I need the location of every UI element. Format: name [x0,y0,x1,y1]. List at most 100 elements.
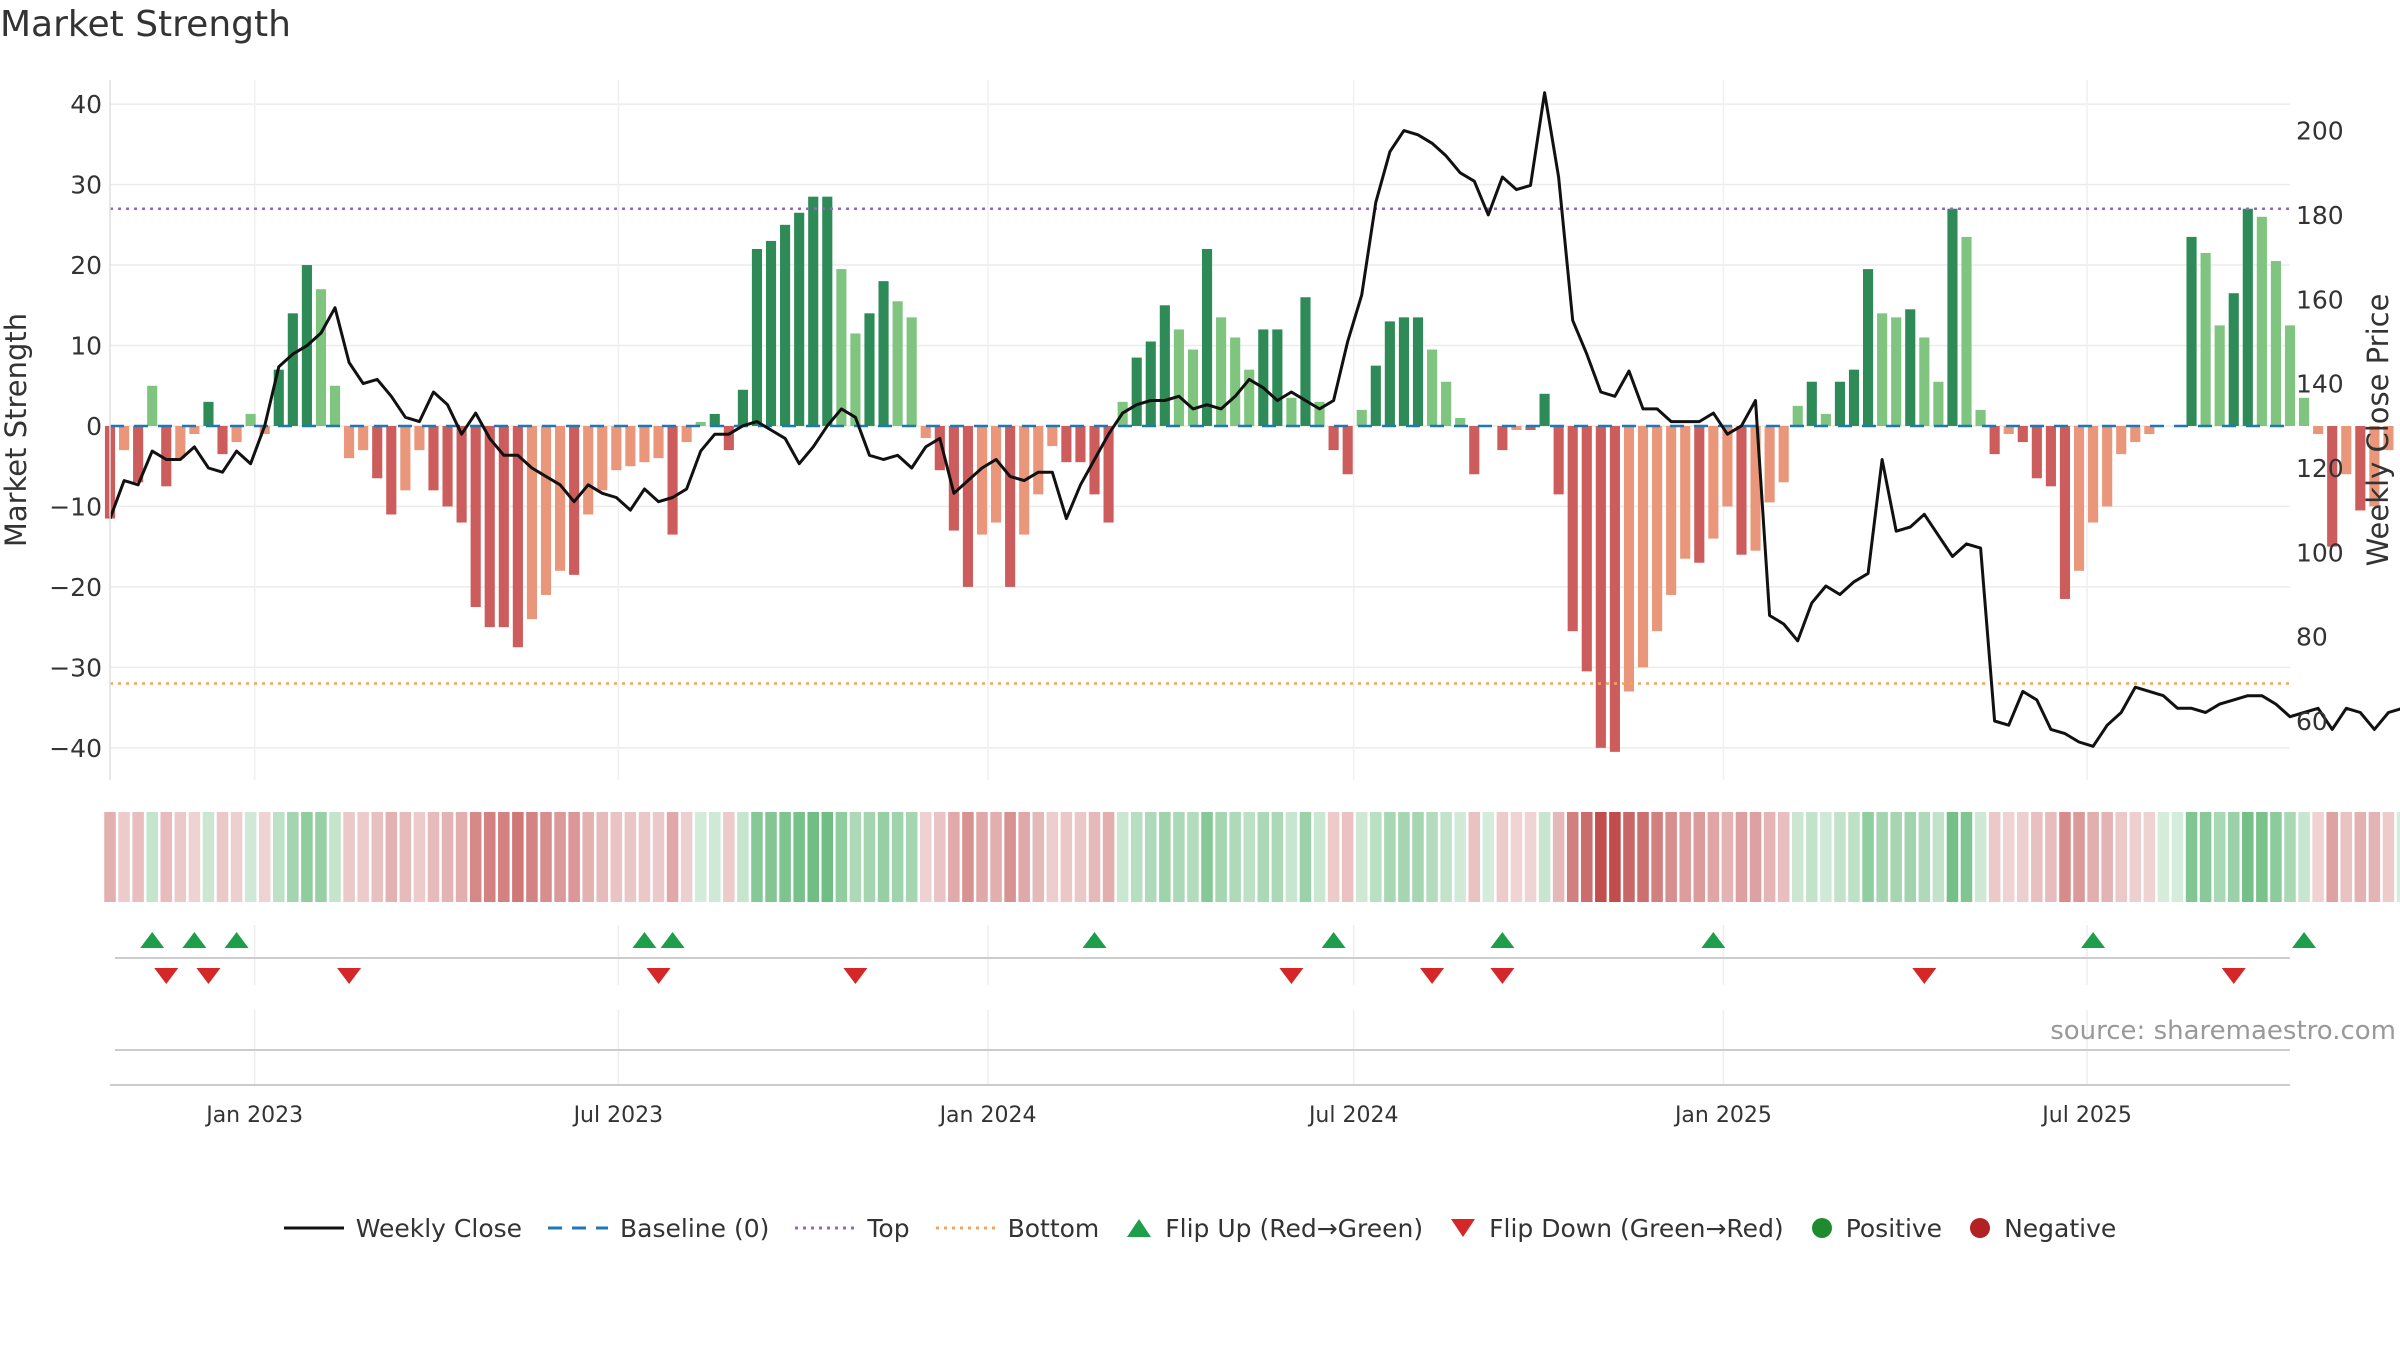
strip-cell [1018,812,1030,902]
strength-bar [2355,425,2366,511]
strip-cell [146,812,158,902]
strip-cell [1735,812,1748,902]
strength-bar [1919,337,1930,426]
flip-up-marker [182,932,207,948]
strength-bar [1694,425,1705,563]
grid-layer [110,80,2290,1085]
strip-cell [934,812,946,902]
strength-bar [2228,293,2239,426]
strip-cell [905,812,918,902]
strength-bar [1539,393,1550,426]
triangle-up-icon [1127,1219,1152,1237]
strength-bar [2270,261,2281,426]
legend-item-flip-up[interactable]: Flip Up (Red→Green) [1125,1214,1423,1243]
strength-bar [555,425,566,571]
strength-bar [2059,425,2071,599]
flip-markers [115,932,2317,984]
weekly-close-layer [108,91,2400,748]
y-tick-label: 40 [70,90,102,119]
strength-bar [934,425,945,471]
strength-bar [161,425,172,487]
strip-cell [174,812,187,902]
strength-bar [1652,425,1663,632]
strength-bar [2341,425,2352,475]
legend-item-top[interactable]: Top [795,1214,910,1243]
legend-item-positive[interactable]: Positive [1810,1214,1942,1243]
strength-bar [850,333,861,426]
strength-bar [1103,425,1114,523]
strip-cell [413,812,426,902]
strip-cell [2101,812,2113,902]
legend-item-bottom[interactable]: Bottom [935,1214,1099,1243]
x-tick-label: Jan 2024 [938,1103,1037,1128]
strip-cell [1088,812,1101,902]
strength-bar [1806,381,1817,426]
strength-bar [1244,369,1255,426]
strip-cell [399,812,412,902]
strip-cell [1806,812,1818,902]
strength-bar [583,425,594,515]
strip-cell [1215,812,1227,902]
strip-cell [2270,812,2282,902]
strength-bar [1075,425,1086,463]
strip-cell [680,812,693,902]
strip-cell [371,812,383,902]
source-note: source: sharemaestro.com [2050,1016,2396,1046]
y-tick-label: 20 [70,251,102,280]
legend-item-negative[interactable]: Negative [1968,1214,2116,1243]
strip-cell [1791,812,1804,902]
strength-bar [1637,425,1649,668]
strength-bar [1989,425,2000,455]
strip-cell [160,812,173,902]
strip-cell [1257,812,1270,902]
strength-bar [2299,397,2310,426]
strength-bar [1764,425,1775,503]
y2-tick-label: 100 [2296,538,2344,567]
strip-cell [1679,812,1691,902]
strength-bar [1680,425,1691,559]
flip-down-marker [1490,968,1515,984]
strength-bar [892,301,903,426]
strip-cell [1285,812,1298,902]
strength-bar [442,425,453,507]
strip-cell [1187,812,1199,902]
flip-up-marker [2081,932,2106,948]
legend-item-weekly-close[interactable]: Weekly Close [283,1214,522,1243]
strength-bar [2144,425,2155,435]
strip-cell [849,812,862,902]
strip-cell [1665,812,1677,902]
strength-bar [2017,425,2028,443]
strength-bar [1145,341,1156,426]
strip-cell [1946,812,1959,902]
strip-cell [2382,812,2395,902]
strength-bar [344,425,355,459]
y2-axis-title: Weekly Close Price [2361,294,2395,567]
legend-item-flip-down[interactable]: Flip Down (Green→Red) [1449,1214,1784,1243]
strength-bar [1187,349,1199,426]
strength-bar [2031,425,2042,479]
x-tick-label: Jan 2025 [1673,1103,1772,1128]
strip-cell [1201,812,1213,902]
triangle-down-icon [1451,1219,1476,1237]
legend-label: Baseline (0) [620,1213,770,1243]
strip-cell [2073,812,2085,902]
strength-bar [611,425,622,471]
strip-cell [2368,812,2381,902]
strip-cell [2312,812,2324,902]
strip-cell [1102,812,1115,902]
strength-bar [386,425,397,515]
strength-bar [484,425,495,628]
strength-bar [456,425,467,523]
strip-cell [287,812,299,902]
strip-cell [1398,812,1410,902]
strip-cell [1299,812,1312,902]
x-tick-label: Jul 2024 [1307,1103,1399,1128]
strength-bar [1047,425,1058,447]
strip-cell [343,812,355,902]
strength-bar [695,421,706,426]
strength-bar [1792,405,1803,426]
legend-item-baseline[interactable]: Baseline (0) [548,1214,769,1243]
strip-cell [835,812,848,902]
strength-bar [526,425,537,620]
